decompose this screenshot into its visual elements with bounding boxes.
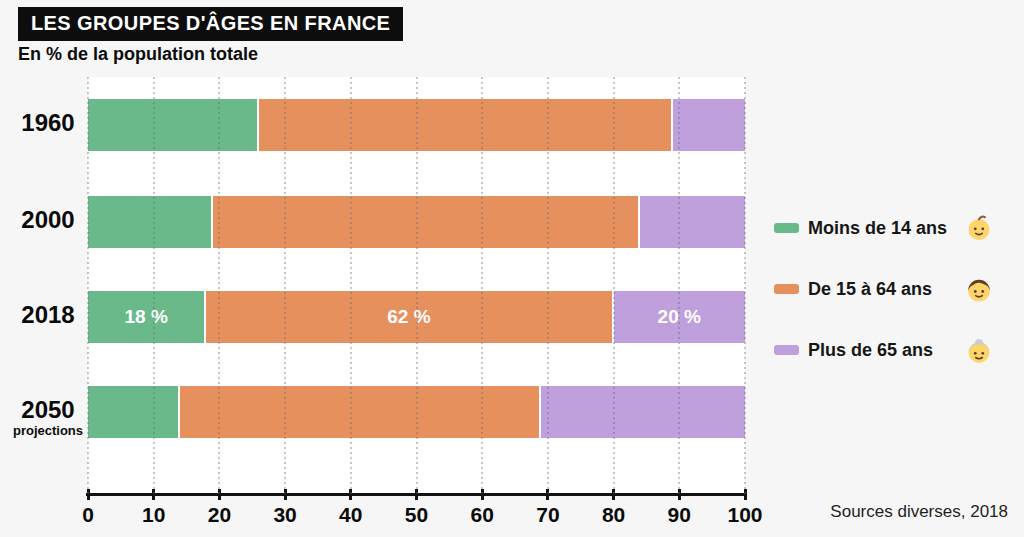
gridline-30: [284, 77, 286, 494]
source-note: Sources diverses, 2018: [830, 502, 1008, 522]
legend-swatch-baby: [774, 223, 799, 233]
x-tick-label-0: 0: [58, 503, 118, 527]
bar-segment-2018-boy: 62 %: [206, 291, 613, 343]
bar-segment-1960-baby: [88, 99, 259, 151]
gridline-50: [416, 77, 418, 494]
legend-label: De 15 à 64 ans: [808, 279, 932, 300]
legend-swatch-boy: [774, 284, 799, 294]
x-tick-label-10: 10: [124, 503, 184, 527]
bar-segment-2050-grandma: [541, 386, 745, 438]
boy-icon: [964, 274, 994, 304]
category-label-1960: 1960: [8, 110, 88, 136]
gridline-70: [547, 77, 549, 494]
page-subtitle: En % de la population totale: [18, 44, 258, 65]
x-tick-label-80: 80: [584, 503, 644, 527]
bar-value-label: 18 %: [124, 306, 167, 328]
legend-label: Moins de 14 ans: [808, 218, 947, 239]
bar-segment-1960-grandma: [673, 99, 745, 151]
legend-item-grandma: Plus de 65 ans: [774, 335, 1006, 365]
bar-segment-2000-grandma: [640, 196, 745, 248]
x-tick-label-60: 60: [452, 503, 512, 527]
gridline-10: [153, 77, 155, 494]
legend: Moins de 14 ans De 15 à 64 ans Plus de 65 …: [774, 0, 1006, 400]
category-year: 2000: [8, 207, 88, 233]
category-year: 2050: [8, 397, 88, 423]
bar-segment-2050-baby: [88, 386, 180, 438]
category-year: 1960: [8, 110, 88, 136]
gridline-90: [678, 77, 680, 494]
grandma-icon: [964, 335, 994, 365]
x-tick-label-70: 70: [518, 503, 578, 527]
bar-segment-2018-baby: 18 %: [88, 291, 206, 343]
gridline-40: [350, 77, 352, 494]
x-tick-label-30: 30: [255, 503, 315, 527]
bar-segment-2000-baby: [88, 196, 213, 248]
x-tick-label-40: 40: [321, 503, 381, 527]
category-label-2000: 2000: [8, 207, 88, 233]
gridline-60: [481, 77, 483, 494]
gridline-80: [613, 77, 615, 494]
category-label-2018: 2018: [8, 302, 88, 328]
infographic-root: LES GROUPES D'ÂGES EN FRANCE En % de la …: [0, 0, 1024, 537]
baby-icon: [964, 213, 994, 243]
x-tick-label-50: 50: [387, 503, 447, 527]
x-tick-label-100: 100: [715, 503, 775, 527]
legend-label: Plus de 65 ans: [808, 340, 933, 361]
bar-value-label: 62 %: [387, 306, 430, 328]
gridline-20: [218, 77, 220, 494]
bar-segment-2000-boy: [213, 196, 640, 248]
category-note: projections: [8, 424, 88, 438]
x-tick-label-90: 90: [649, 503, 709, 527]
legend-item-baby: Moins de 14 ans: [774, 213, 1006, 243]
category-year: 2018: [8, 302, 88, 328]
category-label-2050: 2050projections: [8, 397, 88, 438]
bar-segment-2050-boy: [180, 386, 541, 438]
gridline-100: [744, 77, 746, 494]
page-title: LES GROUPES D'ÂGES EN FRANCE: [18, 7, 403, 41]
bar-segment-1960-boy: [259, 99, 673, 151]
legend-swatch-grandma: [774, 345, 799, 355]
legend-item-boy: De 15 à 64 ans: [774, 274, 1006, 304]
x-tick-label-20: 20: [189, 503, 249, 527]
